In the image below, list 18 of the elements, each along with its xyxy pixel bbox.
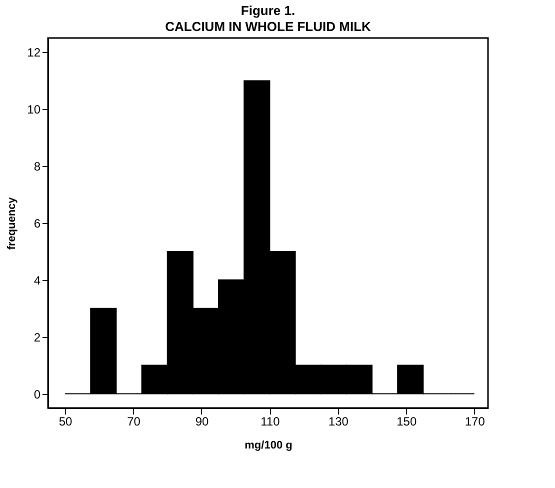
y-tick-label: 2 (34, 330, 41, 344)
y-tick-label: 10 (27, 102, 41, 117)
y-tick-label: 4 (34, 273, 41, 288)
y-tick-label: 12 (27, 46, 41, 60)
y-tick-label: 6 (34, 216, 41, 230)
y-axis-title: frequency (6, 196, 18, 250)
x-tick-label: 70 (127, 414, 141, 428)
x-tick-label: 170 (464, 414, 486, 428)
y-tick-label: 0 (34, 387, 41, 402)
chart-title: Figure 1. (240, 3, 296, 18)
x-tick-label: 130 (328, 414, 349, 428)
y-tick-label: 8 (34, 160, 41, 174)
x-axis-title: mg/100 g (244, 440, 292, 452)
x-tick-label: 150 (396, 414, 417, 428)
x-tick-label: 90 (195, 414, 209, 428)
x-tick-label: 110 (260, 414, 280, 428)
chart-subtitle: CALCIUM IN WHOLE FLUID MILK (165, 19, 372, 34)
x-tick-label: 50 (58, 414, 73, 428)
